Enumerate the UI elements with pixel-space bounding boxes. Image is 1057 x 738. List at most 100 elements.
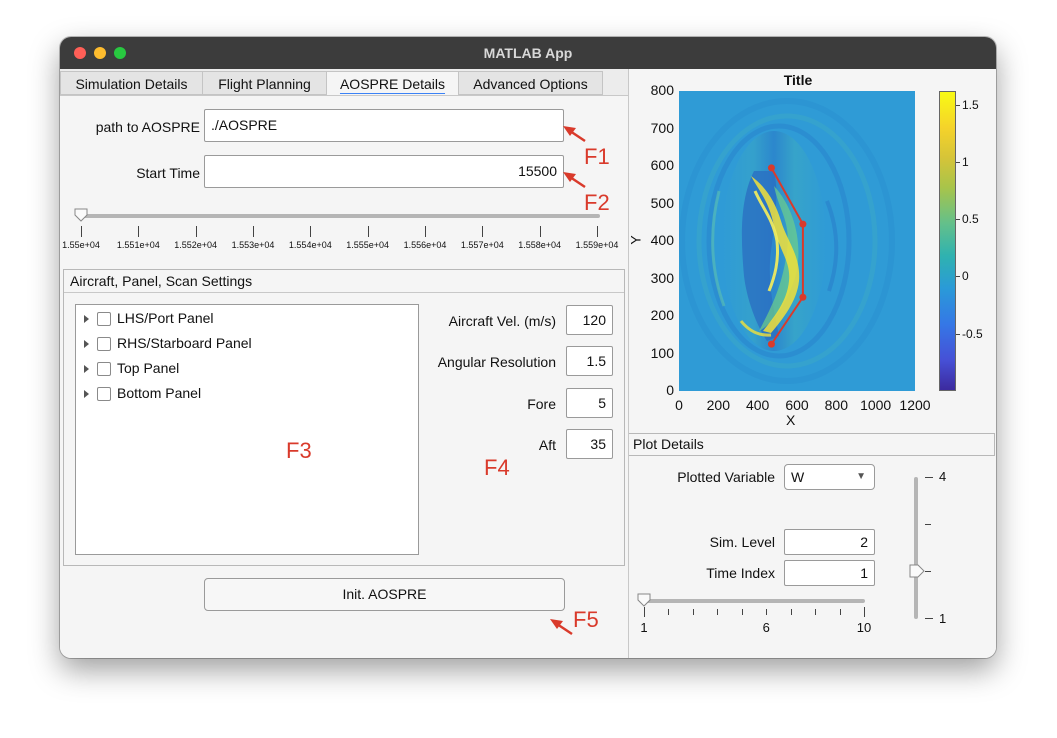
v-slider-tick	[925, 618, 933, 619]
tree-item-label: LHS/Port Panel	[117, 310, 214, 326]
y-tick-label: 400	[650, 232, 674, 248]
h-slider-tick	[839, 609, 841, 615]
arrow-icon	[550, 619, 563, 629]
time-index-slider-track[interactable]	[643, 599, 865, 603]
checkbox[interactable]	[97, 337, 111, 352]
v-slider-tick	[925, 477, 933, 478]
start-time-label: Start Time	[136, 165, 200, 181]
plot-axes[interactable]	[679, 91, 915, 391]
sim-level-slider-thumb[interactable]	[909, 564, 925, 578]
colorbar-tick	[956, 333, 960, 335]
slider-tick-label: 1.556e+04	[403, 240, 447, 250]
slider-tick	[539, 226, 541, 237]
slider-tick-label: 1.552e+04	[174, 240, 218, 250]
h-slider-tick-label: 1	[640, 620, 648, 635]
x-tick-label: 1000	[860, 397, 892, 413]
annotation-f4: F4	[484, 455, 510, 480]
x-tick-label: 800	[824, 397, 848, 413]
annotation-arrows	[550, 126, 586, 636]
y-tick-label: 500	[650, 194, 674, 211]
y-tick-label: 800	[650, 82, 674, 98]
zoom-window-button[interactable]	[114, 47, 126, 59]
fore-input[interactable]: 5	[566, 388, 613, 418]
x-tick-label: 400	[745, 397, 770, 413]
wind-field-image	[679, 91, 915, 391]
checkbox[interactable]	[97, 312, 111, 327]
colorbar-tick-label: -0.5	[962, 326, 983, 341]
tree-item-label: Bottom Panel	[117, 385, 202, 401]
annotation-f1: F1	[584, 144, 610, 169]
h-slider-tick	[717, 609, 719, 615]
tree-item-label: Top Panel	[117, 360, 180, 376]
x-tick-label: 600	[785, 397, 809, 413]
checkbox[interactable]	[97, 387, 111, 402]
slider-tick-label: 1.555e+04	[346, 240, 390, 250]
init-aospre-button[interactable]: Init. AOSPRE	[204, 578, 565, 611]
tab-aospre-details[interactable]: AOSPRE Details	[326, 71, 459, 97]
x-tick-label: 200	[706, 397, 730, 413]
plotted-variable-dropdown[interactable]: W ▼	[784, 464, 875, 490]
slider-tick-label: 1.55e+04	[62, 240, 100, 250]
tree-item-lhs-port-panel[interactable]: LHS/Port Panel	[84, 308, 214, 328]
tab-label: Simulation Details	[75, 76, 188, 92]
aircraft-velocity-input[interactable]: 120	[566, 305, 613, 335]
time-index-slider-thumb[interactable]	[637, 593, 651, 607]
aircraft-velocity-label: Aircraft Vel. (m/s)	[448, 313, 556, 329]
minimize-window-button[interactable]	[94, 47, 106, 59]
tab-advanced-options[interactable]: Advanced Options	[458, 71, 603, 95]
colorbar-tick-label: 0.5	[962, 212, 979, 227]
slider-tick	[425, 226, 426, 237]
app-content: Simulation Details Flight Planning AOSPR…	[60, 69, 996, 658]
h-slider-tick	[741, 609, 743, 615]
angular-resolution-label: Angular Resolution	[437, 354, 556, 370]
h-slider-tick	[668, 609, 670, 615]
flight-track-point	[799, 293, 807, 301]
path-input[interactable]: ./AOSPRE	[204, 109, 564, 142]
h-slider-tick	[815, 609, 817, 615]
arrow-icon	[563, 172, 576, 182]
tree-item-label: RHS/Starboard Panel	[117, 335, 252, 351]
aft-input[interactable]: 35	[566, 429, 613, 459]
annotation-f2: F2	[584, 190, 610, 215]
tree-item-rhs-starboard-panel[interactable]: RHS/Starboard Panel	[84, 333, 252, 353]
slider-tick-label: 1.554e+04	[288, 240, 332, 250]
colorbar-tick	[956, 161, 960, 163]
y-tick-label: 700	[650, 119, 674, 136]
tab-flight-planning[interactable]: Flight Planning	[202, 71, 327, 95]
colorbar-tick	[956, 104, 960, 106]
settings-group: Aircraft, Panel, Scan Settings LHS/Port …	[63, 269, 625, 566]
panel-tree[interactable]: LHS/Port Panel RHS/Starboard Panel Top P…	[75, 304, 419, 555]
flight-track-point	[799, 220, 807, 228]
time-index-input[interactable]: 1	[784, 560, 875, 586]
start-time-input[interactable]: 15500	[204, 155, 564, 188]
colorbar-tick-label: 0	[962, 269, 969, 284]
slider-tick	[253, 226, 254, 237]
expand-arrow-icon[interactable]	[84, 340, 89, 349]
expand-arrow-icon[interactable]	[84, 390, 89, 399]
settings-group-title: Aircraft, Panel, Scan Settings	[64, 270, 624, 293]
start-time-slider-track[interactable]	[80, 214, 600, 218]
y-axis-label: Y	[627, 235, 644, 245]
angular-resolution-input[interactable]: 1.5	[566, 346, 613, 376]
arrow-icon	[563, 126, 576, 136]
sim-level-slider-track[interactable]	[914, 477, 918, 619]
tab-simulation-details[interactable]: Simulation Details	[60, 71, 203, 95]
expand-arrow-icon[interactable]	[84, 315, 89, 324]
sim-level-label: Sim. Level	[709, 534, 775, 550]
slider-tick-label: 1.551e+04	[116, 240, 160, 250]
tree-item-bottom-panel[interactable]: Bottom Panel	[84, 383, 201, 403]
y-tick-label: 300	[650, 269, 674, 286]
flight-track-point	[767, 340, 775, 348]
checkbox[interactable]	[97, 362, 111, 377]
expand-arrow-icon[interactable]	[84, 365, 89, 374]
h-slider-tick-label: 6	[762, 620, 770, 635]
colorbar-tick	[956, 219, 960, 221]
close-window-button[interactable]	[74, 47, 86, 59]
sim-level-input[interactable]: 2	[784, 529, 875, 555]
tree-item-top-panel[interactable]: Top Panel	[84, 358, 179, 378]
annotation-f5: F5	[573, 607, 599, 632]
h-slider-tick-label: 10	[856, 620, 872, 635]
colorbar	[939, 91, 956, 391]
start-time-slider-thumb[interactable]	[74, 208, 88, 222]
slider-tick	[138, 226, 140, 237]
